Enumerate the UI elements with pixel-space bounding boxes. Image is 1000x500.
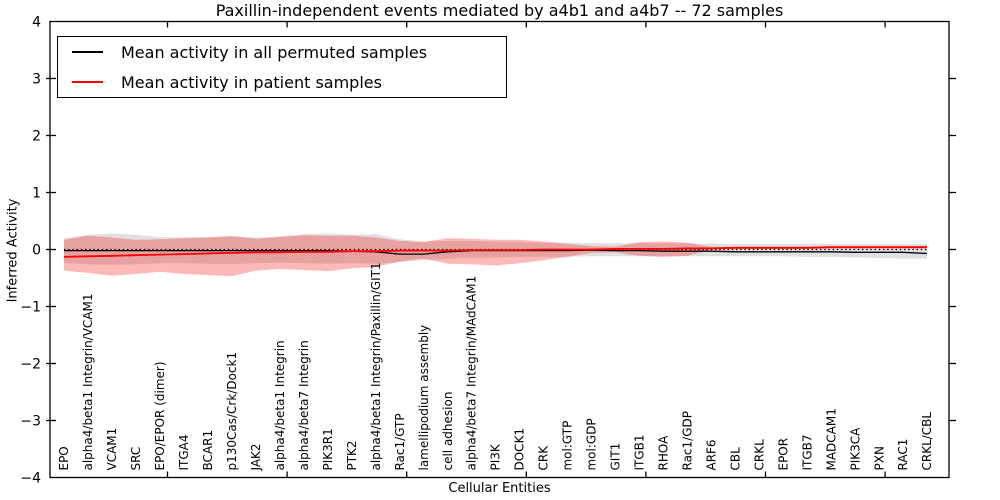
x-tick-label: RAC1 xyxy=(896,439,910,471)
legend-line-patient-icon xyxy=(72,81,103,83)
x-tick-label: SRC xyxy=(129,447,143,471)
x-tick-label: EPO xyxy=(57,446,71,470)
x-tick-label: JAK2 xyxy=(249,443,263,471)
x-axis-label: Cellular Entities xyxy=(448,481,551,496)
patient-std-band xyxy=(64,235,927,277)
x-tick-label: CRK xyxy=(537,445,551,471)
x-tick-label: lamellipodium assembly xyxy=(417,325,431,471)
x-tick-label: ITGA4 xyxy=(177,434,191,470)
x-tick-label: BCAR1 xyxy=(201,430,215,471)
x-tick-label: alpha4/beta1 Integrin/Paxillin/GIT1 xyxy=(369,262,383,470)
y-tick-label: 2 xyxy=(32,129,41,145)
x-tick-label: DOCK1 xyxy=(513,428,527,471)
y-tick-label: −1 xyxy=(20,300,41,316)
permuted-std-band xyxy=(64,233,927,265)
x-tick-label: alpha4/beta1 Integrin xyxy=(273,340,287,470)
legend-item-permuted: Mean activity in all permuted samples xyxy=(58,37,506,67)
x-tick-label: Rac1/GDP xyxy=(680,411,694,470)
x-tick-label: p130Cas/Crk/Dock1 xyxy=(225,352,239,471)
y-axis-label: Inferred Activity xyxy=(5,198,21,303)
legend-item-patient: Mean activity in patient samples xyxy=(58,67,506,97)
x-tick-label: alpha4/beta1 Integrin/VCAM1 xyxy=(81,294,95,471)
y-tick-label: −2 xyxy=(20,357,41,373)
legend: Mean activity in all permuted samples Me… xyxy=(57,36,507,98)
chart-title: Paxillin-independent events mediated by … xyxy=(215,1,784,20)
x-tick-label: PIK3CA xyxy=(848,427,862,471)
x-tick-label: ARF6 xyxy=(704,439,718,470)
x-tick-label: EPO/EPOR (dimer) xyxy=(153,361,167,470)
x-tick-label: RHOA xyxy=(657,435,671,471)
x-tick-label: VCAM1 xyxy=(105,428,119,471)
y-tick-label: 1 xyxy=(32,186,41,202)
x-tick-label: PXN xyxy=(872,446,886,470)
mean-line-patient xyxy=(63,246,927,258)
x-tick-label: cell adhesion xyxy=(441,392,455,471)
y-tick-label: −3 xyxy=(20,414,41,430)
x-tick-label: PIK3R1 xyxy=(321,428,335,470)
x-tick-label: alpha4/beta7 Integrin xyxy=(297,340,311,470)
x-tick-label: CRKL xyxy=(752,439,766,471)
x-tick-label: CBL xyxy=(728,447,742,471)
x-tick-label: GIT1 xyxy=(609,443,623,471)
x-tick-label: PTK2 xyxy=(345,440,359,470)
x-tick-label: alpha4/beta7 Integrin/MAdCAM1 xyxy=(465,276,479,471)
x-tick-label: mol:GDP xyxy=(585,418,599,470)
x-tick-label: ITGB7 xyxy=(800,434,814,470)
x-tick-label: CRKL/CBL xyxy=(920,412,934,471)
x-tick-label: ITGB1 xyxy=(633,434,647,470)
legend-line-permuted-icon xyxy=(72,51,103,53)
legend-label-patient: Mean activity in patient samples xyxy=(121,72,382,92)
x-tick-label: EPOR xyxy=(776,438,790,471)
x-tick-label: Rac1/GTP xyxy=(393,413,407,470)
y-tick-label: 3 xyxy=(32,72,41,88)
x-tick-label: mol:GTP xyxy=(561,421,575,471)
x-tick-label: PI3K xyxy=(489,443,503,470)
y-tick-label: −4 xyxy=(20,471,41,487)
x-tick-label: MADCAM1 xyxy=(824,408,838,470)
y-tick-label: 0 xyxy=(32,243,41,259)
y-tick-label: 4 xyxy=(32,15,41,31)
legend-label-permuted: Mean activity in all permuted samples xyxy=(121,42,428,62)
